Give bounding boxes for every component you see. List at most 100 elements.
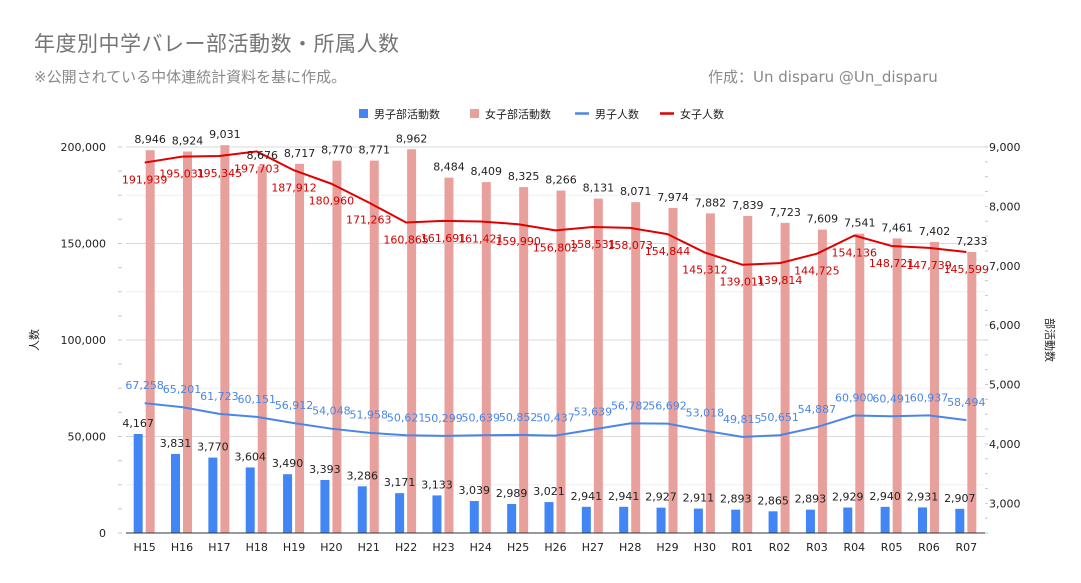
bar-boys-clubs-label: 2,931	[907, 490, 939, 503]
x-axis-category-label: H23	[432, 541, 454, 554]
line-boys-members-label: 60,491	[872, 392, 911, 405]
chart-credit: 作成：Un disparu @Un_disparu	[708, 68, 938, 86]
line-boys-members-label: 50,437	[536, 412, 575, 425]
bar-boys-clubs-label: 2,941	[571, 490, 603, 503]
bar-boys-clubs-label: 2,893	[720, 493, 752, 506]
bar-boys-clubs-label: 2,927	[645, 491, 677, 504]
bar-girls-clubs-label: 8,266	[545, 174, 577, 187]
line-boys-members-label: 56,912	[275, 399, 314, 412]
bar-boys-clubs-label: 2,907	[944, 492, 976, 505]
line-boys-members-label: 60,151	[237, 393, 276, 406]
bar-boys-clubs	[208, 457, 218, 533]
bar-boys-clubs-label: 3,831	[160, 437, 192, 450]
bar-girls-clubs-label: 9,031	[209, 128, 241, 141]
bar-boys-clubs	[656, 507, 666, 533]
x-axis-category-label: H15	[134, 541, 156, 554]
right-axis-tick-label: 5,000	[989, 379, 1021, 392]
bar-boys-clubs-label: 3,039	[459, 484, 491, 497]
x-axis-category-label: H29	[656, 541, 678, 554]
legend-swatch	[359, 109, 368, 118]
x-axis-category-label: R02	[769, 541, 791, 554]
bar-girls-clubs-label: 7,461	[881, 221, 913, 234]
line-girls-members-label: 191,939	[122, 174, 168, 187]
bar-boys-clubs	[544, 502, 554, 533]
bar-girls-clubs	[743, 215, 753, 533]
x-axis-category-label: H21	[358, 541, 380, 554]
line-boys-members-label: 50,852	[499, 411, 538, 424]
x-axis-category-label: R01	[731, 541, 753, 554]
x-axis-category-label: H26	[544, 541, 566, 554]
bar-girls-clubs-label: 7,233	[956, 235, 988, 248]
bar-boys-clubs-label: 3,171	[384, 476, 416, 489]
right-axis-title: 部活動数	[1043, 318, 1057, 362]
bar-girls-clubs-label: 8,676	[246, 149, 278, 162]
bar-girls-clubs	[780, 222, 790, 533]
line-girls-members-label: 161,421	[458, 232, 504, 245]
x-axis-category-label: R04	[843, 541, 865, 554]
right-axis-tick-label: 3,000	[989, 497, 1021, 510]
line-boys-members-label: 56,782	[611, 399, 650, 412]
bar-boys-clubs-label: 3,133	[421, 478, 453, 491]
bar-boys-clubs-label: 2,865	[757, 494, 789, 507]
left-axis-tick-label: 0	[99, 527, 106, 540]
bar-boys-clubs	[731, 509, 741, 533]
x-axis-category-label: R06	[918, 541, 940, 554]
bar-girls-clubs	[929, 241, 939, 534]
line-boys-members-label: 50,299	[424, 412, 463, 425]
x-axis-category-label: H17	[208, 541, 230, 554]
line-girls-members-label: 145,312	[682, 264, 728, 277]
line-girls-members-label: 158,531	[570, 238, 616, 251]
bar-boys-clubs	[133, 434, 143, 533]
bar-girls-clubs	[257, 166, 267, 534]
bar-boys-clubs	[693, 508, 703, 533]
gridlines	[126, 146, 985, 534]
bar-boys-clubs	[768, 511, 778, 533]
line-girls-members-label: 159,990	[495, 235, 541, 248]
x-axis-category-label: H16	[171, 541, 193, 554]
left-axis-tick-label: 50,000	[68, 431, 107, 444]
bar-boys-clubs-label: 2,893	[795, 493, 827, 506]
legend-label: 男子人数	[595, 108, 639, 121]
bar-girls-clubs-label: 7,882	[695, 196, 727, 209]
bar-boys-clubs	[283, 474, 293, 533]
line-boys-members-label: 60,937	[910, 391, 949, 404]
line-girls-members	[144, 150, 967, 266]
right-axis-tick-label: 9,000	[989, 141, 1021, 154]
bar-girls-clubs	[892, 238, 902, 533]
line-boys-members-label: 50,621	[387, 411, 426, 424]
bar-boys-clubs-label: 2,941	[608, 490, 640, 503]
legend: 男子部活動数 女子部活動数 男子人数 女子人数	[359, 107, 724, 121]
bar-girls-clubs-label: 8,071	[620, 185, 652, 198]
bar-girls-clubs-label: 7,974	[657, 191, 689, 204]
line-boys-members-label: 51,958	[350, 409, 389, 422]
right-axis-tick-label: 4,000	[989, 438, 1021, 451]
line-girls-members-label: 139,814	[757, 274, 803, 287]
line-boys-members-label: 53,639	[574, 405, 613, 418]
bar-girls-clubs	[369, 160, 379, 534]
line-girls-members-label: 187,912	[271, 181, 317, 194]
line-boys-members-label: 67,258	[125, 379, 164, 392]
line-boys-members-label: 56,692	[648, 400, 687, 413]
bar-boys-clubs	[581, 506, 591, 533]
chart-title: 年度別中学バレー部活動数・所属人数	[34, 32, 400, 56]
x-axis-category-label: H20	[320, 541, 342, 554]
bar-boys-clubs-label: 2,911	[683, 492, 715, 505]
x-axis-category-label: H19	[283, 541, 305, 554]
bar-boys-clubs	[357, 486, 367, 533]
line-boys-members-label: 50,639	[462, 411, 501, 424]
line-girls-members-label: 160,865	[383, 234, 429, 247]
line-boys-members-label: 49,815	[723, 413, 762, 426]
bar-boys-clubs-label: 2,929	[832, 491, 864, 504]
bar-boys-clubs-label: 3,604	[234, 450, 266, 463]
bar-boys-clubs	[320, 479, 330, 533]
line-girls-members-label: 161,691	[421, 232, 467, 245]
bar-girls-clubs-label: 7,402	[919, 225, 951, 238]
left-axis-title: 人数	[28, 329, 41, 351]
line-girls-members-label: 147,739	[906, 259, 952, 272]
line-girls-members-label: 156,802	[533, 241, 579, 254]
bar-boys-clubs-label: 3,393	[309, 463, 341, 476]
line-boys-members-label: 50,651	[760, 411, 799, 424]
line-girls-members-label: 195,345	[197, 167, 243, 180]
line-boys-members-label: 60,900	[835, 391, 874, 404]
